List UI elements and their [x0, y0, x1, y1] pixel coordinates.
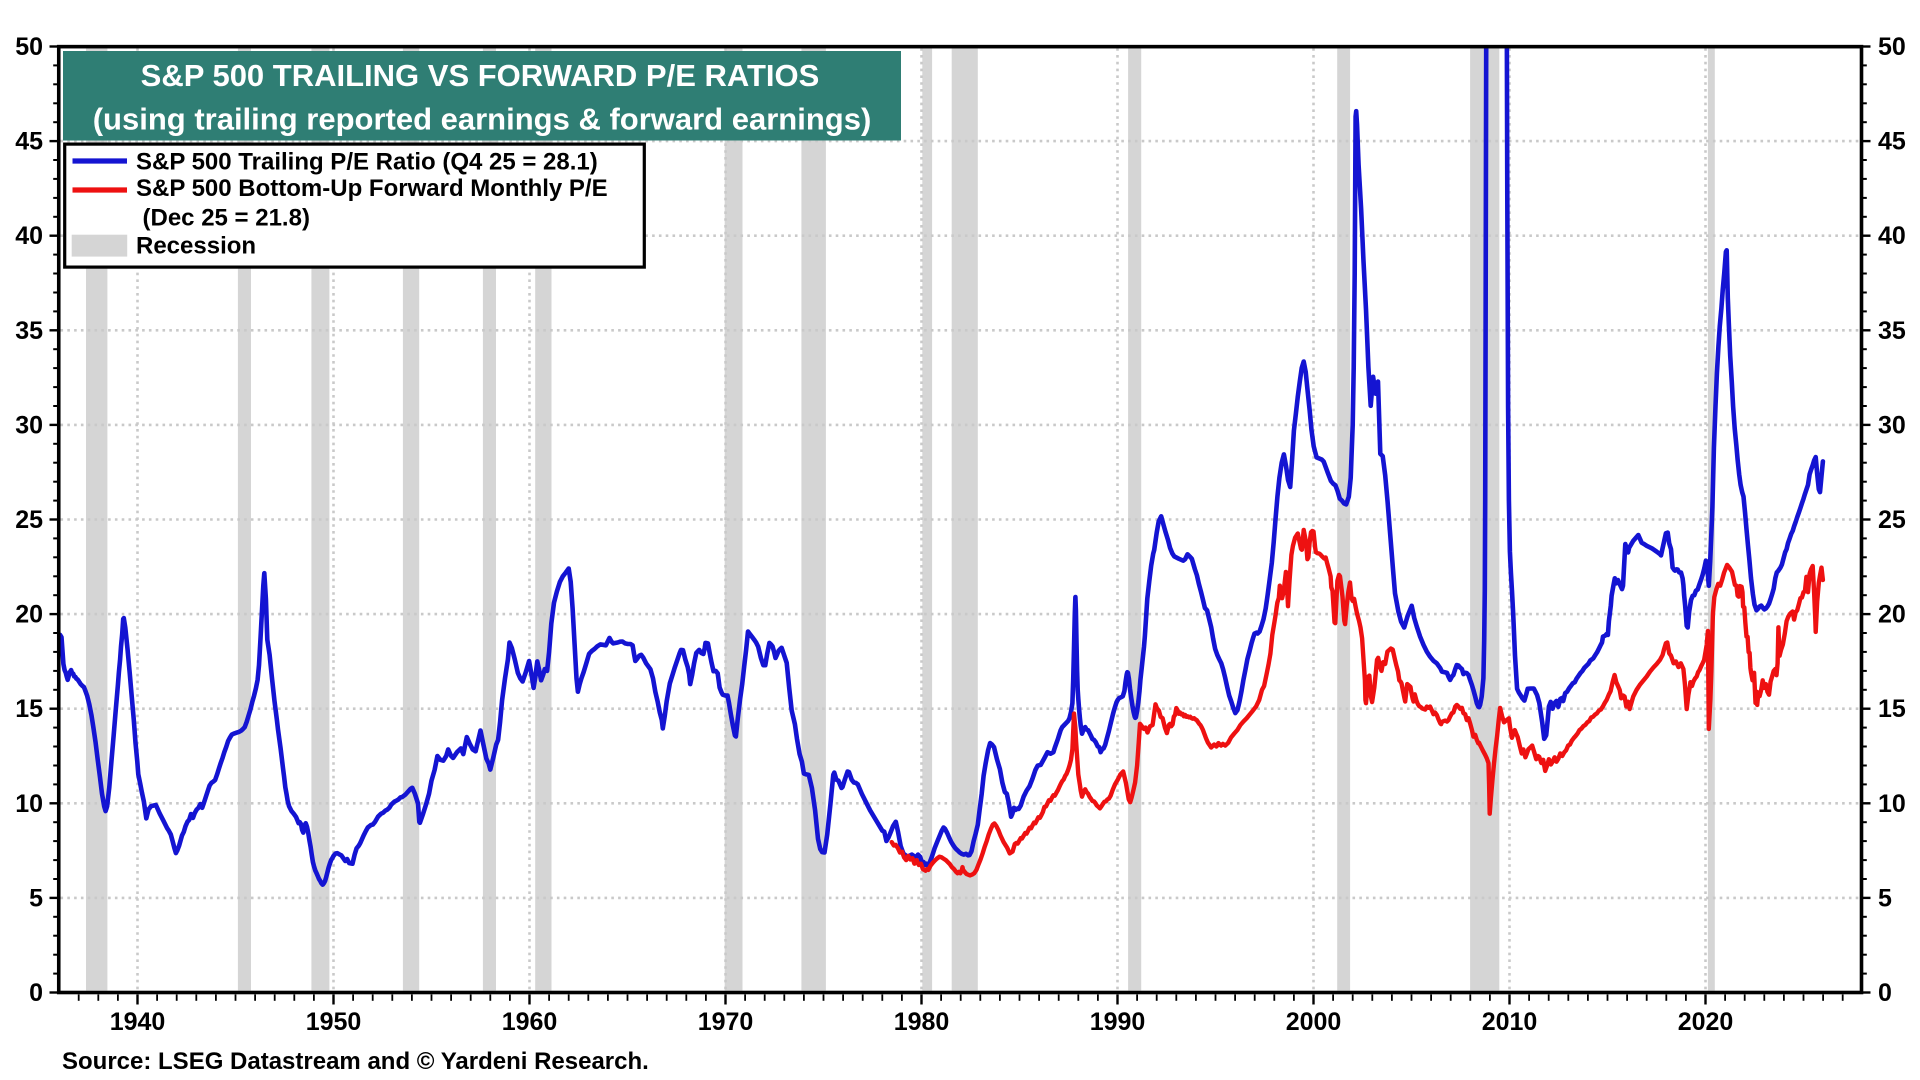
svg-text:S&P 500 Bottom-Up Forward Mont: S&P 500 Bottom-Up Forward Monthly P/E — [136, 175, 608, 202]
svg-text:40: 40 — [15, 222, 43, 250]
svg-text:1940: 1940 — [110, 1008, 166, 1036]
svg-text:(Dec 25 = 21.8): (Dec 25 = 21.8) — [143, 205, 310, 232]
svg-text:25: 25 — [15, 506, 43, 534]
svg-text:0: 0 — [29, 979, 43, 1007]
svg-text:45: 45 — [1878, 128, 1906, 156]
svg-text:Source: LSEG Datastream and ©: Source: LSEG Datastream and © Yardeni Re… — [62, 1048, 649, 1075]
svg-text:10: 10 — [15, 790, 43, 818]
svg-text:15: 15 — [1878, 695, 1906, 723]
svg-text:S&P 500 TRAILING VS FORWARD P/: S&P 500 TRAILING VS FORWARD P/E RATIOS — [141, 58, 820, 93]
svg-text:50: 50 — [1878, 33, 1906, 61]
svg-text:Recession: Recession — [136, 233, 256, 260]
svg-text:20: 20 — [1878, 601, 1906, 629]
svg-text:S&P 500 Trailing P/E Ratio (Q4: S&P 500 Trailing P/E Ratio (Q4 25 = 28.1… — [136, 149, 598, 176]
svg-text:1960: 1960 — [502, 1008, 558, 1036]
svg-text:40: 40 — [1878, 222, 1906, 250]
svg-text:45: 45 — [15, 128, 43, 156]
svg-text:0: 0 — [1878, 979, 1892, 1007]
svg-text:2020: 2020 — [1678, 1008, 1734, 1036]
svg-text:25: 25 — [1878, 506, 1906, 534]
svg-text:35: 35 — [1878, 317, 1906, 345]
svg-text:2010: 2010 — [1482, 1008, 1538, 1036]
svg-text:30: 30 — [1878, 411, 1906, 439]
svg-text:50: 50 — [15, 33, 43, 61]
svg-text:5: 5 — [29, 884, 43, 912]
svg-text:1980: 1980 — [894, 1008, 950, 1036]
svg-text:1970: 1970 — [698, 1008, 754, 1036]
svg-text:1990: 1990 — [1090, 1008, 1146, 1036]
svg-text:20: 20 — [15, 601, 43, 629]
svg-text:5: 5 — [1878, 884, 1892, 912]
svg-text:35: 35 — [15, 317, 43, 345]
svg-text:(using trailing reported earni: (using trailing reported earnings & forw… — [93, 102, 872, 137]
svg-text:30: 30 — [15, 411, 43, 439]
svg-text:10: 10 — [1878, 790, 1906, 818]
svg-text:1950: 1950 — [306, 1008, 362, 1036]
svg-text:2000: 2000 — [1286, 1008, 1342, 1036]
svg-text:15: 15 — [15, 695, 43, 723]
